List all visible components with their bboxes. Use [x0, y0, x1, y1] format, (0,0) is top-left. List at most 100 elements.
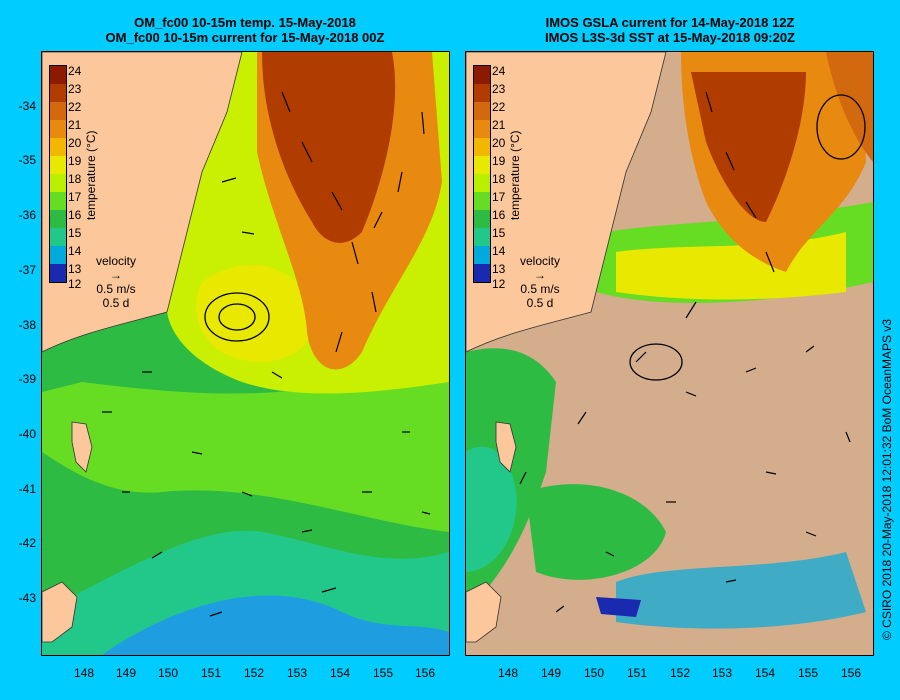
colorbar-title: temperature (°C) — [508, 130, 522, 221]
lon-label: 154 — [754, 666, 776, 680]
model-temperature-map: 24 23 22 21 20 19 18 17 16 15 14 13 12 t… — [41, 51, 450, 656]
lat-label: -41 — [18, 482, 36, 496]
eac-core-red — [262, 52, 396, 243]
left-panel-title: OM_fc00 10-15m temp. 15-May-2018 OM_fc00… — [45, 15, 445, 45]
lat-label: -37 — [18, 263, 36, 277]
land-flinders-island — [495, 421, 517, 473]
colorbar-tick: 13 — [68, 262, 82, 276]
colorbar-tick: 18 — [492, 172, 506, 186]
lat-label: -40 — [18, 427, 36, 441]
lat-label: -39 — [18, 372, 36, 386]
sst-blue-south — [616, 552, 866, 629]
colorbar-tick: 18 — [68, 172, 82, 186]
colorbar-tick: 19 — [68, 154, 82, 168]
lon-label: 152 — [669, 666, 691, 680]
velocity-legend-arrow-icon: → — [534, 268, 546, 282]
lon-label: 148 — [497, 666, 519, 680]
colorbar-tick: 17 — [492, 190, 506, 204]
satellite-field-svg — [466, 52, 873, 655]
lon-label: 149 — [540, 666, 562, 680]
colorbar-tick: 19 — [492, 154, 506, 168]
colorbar-tick: 15 — [492, 226, 506, 240]
right-title-line1: IMOS GSLA current for 14-May-2018 12Z — [545, 15, 795, 30]
colorbar-tick: 14 — [68, 244, 82, 258]
sst-cyan-west — [466, 446, 517, 572]
lon-label: 150 — [583, 666, 605, 680]
colorbar-tick: 16 — [492, 208, 506, 222]
colorbar-tick: 13 — [492, 262, 506, 276]
right-title-line2: IMOS L3S-3d SST at 15-May-2018 09:20Z — [545, 30, 795, 45]
colorbar-tick: 24 — [492, 64, 506, 78]
colorbar-tick: 20 — [68, 136, 82, 150]
velocity-legend-label: velocity — [519, 254, 560, 268]
colorbar-swatch — [50, 246, 66, 264]
colorbar-tick: 21 — [492, 118, 506, 132]
colorbar-tick: 12 — [492, 277, 506, 291]
colorbar-swatch — [50, 84, 66, 102]
velocity-legend-arrow-icon: → — [110, 268, 122, 282]
lat-label: -42 — [18, 536, 36, 550]
colorbar-tick: 17 — [68, 190, 82, 204]
sst-orange-east — [826, 52, 873, 162]
satellite-sst-map: 24 23 22 21 20 19 18 17 16 15 14 13 12 t… — [465, 51, 874, 656]
lat-label: -35 — [18, 153, 36, 167]
green-band — [42, 372, 449, 532]
eddy-circulation — [204, 292, 270, 342]
lon-label: 153 — [286, 666, 308, 680]
land-flinders-island — [71, 421, 93, 473]
lat-label: -43 — [18, 591, 36, 605]
lon-label: 149 — [115, 666, 137, 680]
land-mainland — [466, 52, 667, 353]
lat-label: -38 — [18, 318, 36, 332]
velocity-legend-speed: 0.5 m/s — [96, 282, 136, 296]
lon-label: 154 — [329, 666, 351, 680]
colorbar-swatch — [50, 174, 66, 192]
land-tasmania — [42, 581, 78, 643]
colorbar-tick: 21 — [68, 118, 82, 132]
colorbar-title: temperature (°C) — [84, 130, 98, 221]
sst-dark-blue-patch — [596, 597, 641, 617]
land-tasmania — [466, 581, 502, 643]
colorbar-tick: 12 — [68, 277, 82, 291]
colorbar-swatch — [50, 156, 66, 174]
velocity-legend-duration: 0.5 d — [526, 296, 554, 310]
lon-label: 151 — [626, 666, 648, 680]
velocity-legend-duration: 0.5 d — [102, 296, 130, 310]
colorbar-swatch — [50, 210, 66, 228]
velocity-legend: velocity → 0.5 m/s 0.5 d — [86, 254, 146, 310]
lon-label: 155 — [797, 666, 819, 680]
velocity-legend: velocity → 0.5 m/s 0.5 d — [510, 254, 570, 310]
credit-text: © CSIRO 2018 20-May-2018 12:01:32 BoM Oc… — [880, 318, 894, 640]
model-field-svg — [42, 52, 449, 655]
right-panel-title: IMOS GSLA current for 14-May-2018 12Z IM… — [470, 15, 870, 45]
cold-water-south — [102, 595, 449, 655]
colorbar-tick: 15 — [68, 226, 82, 240]
velocity-legend-speed: 0.5 m/s — [520, 282, 560, 296]
sst-green-central — [526, 484, 666, 580]
colorbar — [49, 65, 67, 283]
lon-label: 152 — [243, 666, 265, 680]
colorbar-swatch — [50, 192, 66, 210]
colorbar-tick: 22 — [68, 100, 82, 114]
eddy-circulation — [629, 94, 866, 381]
colorbar-swatch — [50, 66, 66, 84]
lon-label: 148 — [73, 666, 95, 680]
lon-label: 153 — [711, 666, 733, 680]
lon-label: 156 — [840, 666, 862, 680]
velocity-arrows — [102, 91, 431, 617]
colorbar-swatch — [50, 120, 66, 138]
colorbar-swatch — [50, 138, 66, 156]
colorbar-tick: 23 — [68, 82, 82, 96]
lon-label: 155 — [372, 666, 394, 680]
lon-label: 150 — [157, 666, 179, 680]
colorbar-tick: 22 — [492, 100, 506, 114]
velocity-legend-label: velocity — [95, 254, 136, 268]
sst-red-core — [691, 72, 806, 222]
colorbar-tick: 23 — [492, 82, 506, 96]
lon-label: 156 — [414, 666, 436, 680]
lat-label: -36 — [18, 208, 36, 222]
colorbar-swatch — [50, 228, 66, 246]
colorbar-swatch — [50, 102, 66, 120]
colorbar-tick: 14 — [492, 244, 506, 258]
colorbar-tick: 16 — [68, 208, 82, 222]
